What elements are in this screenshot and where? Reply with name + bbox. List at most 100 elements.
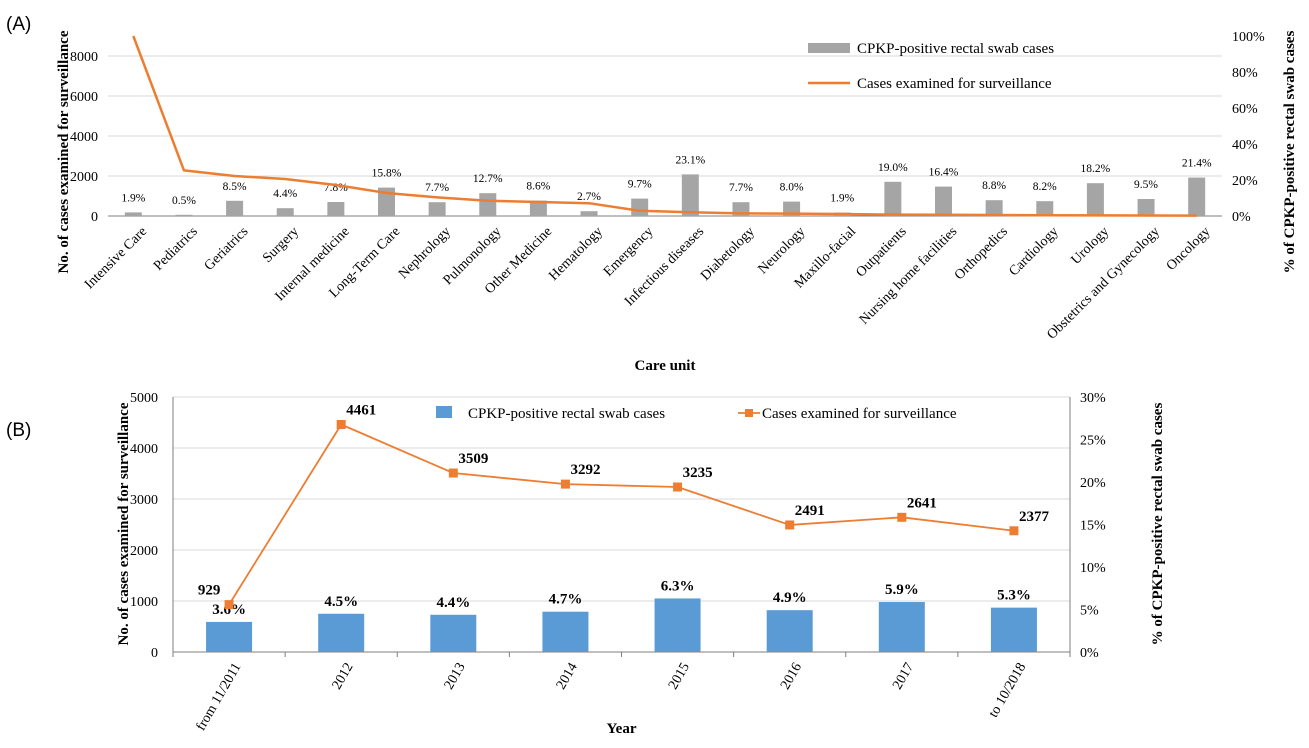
legend-swatch-bar [808,43,850,53]
y2-tick-label: 40% [1232,138,1258,153]
bar [318,613,365,652]
legend-swatch-marker [745,409,753,417]
series-line [228,423,1015,606]
bar [276,208,294,216]
line-point-marker [560,479,570,489]
bar-data-label: 8.8% [982,180,1006,192]
y-tick-label: 1000 [130,595,158,610]
bar-data-label: 8.5% [223,181,247,193]
y2-axis-title: % of CPKP-positive rectal swab cases [1282,31,1298,274]
x-category-label: Orthopedics [952,224,1011,283]
y-tick-label: 4000 [130,442,158,457]
x-category-label: Surgery [260,224,302,266]
x-category-label: 2013 [442,661,469,693]
y2-tick-label: 0% [1232,210,1251,225]
x-category-label: from 11/2011 [194,661,245,734]
bar-data-label: 8.0% [780,182,804,194]
bar-data-label: 4.7% [549,592,583,608]
y2-tick-label: 10% [1080,561,1106,576]
legend-label: CPKP-positive rectal swab cases [857,41,1054,57]
bar [430,614,477,652]
line-data-label: 3509 [458,451,488,467]
x-category-label: Cardiology [1006,224,1061,279]
y-tick-label: 8000 [70,50,98,65]
legend-label: Cases examined for surveillance [857,76,1052,92]
y-tick-label: 0 [91,210,98,225]
y2-tick-label: 20% [1080,476,1106,491]
x-axis-title: Year [607,721,637,737]
x-category-label: 2017 [890,661,917,693]
legend-label: CPKP-positive rectal swab cases [468,406,665,422]
y-tick-label: 2000 [70,170,98,185]
x-category-label: Geriatrics [202,224,252,274]
bar-data-label: 7.7% [425,182,449,194]
legend-swatch-bar [436,406,452,418]
y2-axis-title: % of CPKP-positive rectal swab cases [1150,403,1166,646]
bar [542,611,589,652]
bar-data-label: 7.7% [729,182,753,194]
y-tick-label: 5000 [130,391,158,406]
series-line [132,35,1197,217]
bar-data-label: 9.5% [1134,179,1158,191]
y2-tick-label: 20% [1232,174,1258,189]
bar-data-label: 0.5% [172,195,196,207]
bar-data-label: 23.1% [675,154,705,166]
bar-data-label: 4.5% [324,594,358,610]
y2-tick-label: 100% [1232,30,1265,45]
bar [935,186,952,216]
line-point-marker [897,512,907,522]
bar-data-label: 1.9% [121,192,145,204]
x-category-label: 2015 [666,661,693,693]
y-axis-title: No. of cases examined for surveillance [116,402,132,645]
x-category-label: Oncology [1164,224,1214,274]
bar-data-label: 2.7% [577,191,601,203]
bar-data-label: 8.6% [526,181,550,193]
bar-data-label: 16.4% [929,167,959,179]
x-category-label: Neurology [755,224,808,277]
bar [529,200,547,216]
bar [479,193,497,216]
bar-data-label: 4.4% [273,188,297,200]
panel-label-a: (A) [6,14,31,35]
bar-data-label: 12.7% [473,173,503,185]
bar [985,200,1003,216]
line-data-label: 2491 [795,503,825,519]
line-point-marker [224,600,234,610]
x-category-label: Hematology [546,224,606,284]
chart-panel-a: 0 2000 4000 6000 8000 0% 20% 40% 60% 80% 100% 1.9% 0… [56,30,1298,374]
bar [428,202,446,216]
y-tick-label: 3000 [130,493,158,508]
line-point-marker [448,468,458,478]
line-point-marker [336,419,346,429]
y2-tick-label: 0% [1080,646,1099,661]
x-category-label: Diabetology [698,224,758,284]
bar [878,602,925,652]
bar-data-label: 18.2% [1081,163,1111,175]
x-category-label: 2016 [778,661,805,693]
bar [175,214,193,216]
y-tick-label: 6000 [70,90,98,105]
y2-tick-label: 25% [1080,434,1106,449]
line-point-marker [1009,526,1019,536]
line-data-label: 929 [198,583,221,599]
bar [766,610,813,652]
bar [884,181,902,216]
line-data-label: 2641 [907,495,937,511]
bar [378,187,395,216]
y2-tick-label: 15% [1080,519,1106,534]
y2-tick-label: 30% [1080,391,1106,406]
bar [1137,199,1155,216]
bar [580,211,598,216]
bar-data-label: 1.9% [830,193,854,205]
bar-data-label: 6.3% [661,578,695,594]
bar [654,598,701,652]
bar-data-label: 19.0% [878,162,908,174]
bar-data-label: 9.7% [628,179,652,191]
bar-data-label: 15.8% [372,168,402,180]
x-category-label: Nursing home facilities [857,224,961,328]
y2-tick-label: 60% [1232,102,1258,117]
x-category-label: Intensive Care [82,224,150,292]
bar [1086,183,1104,216]
line-point-marker [785,520,795,530]
bar-data-label: 4.9% [773,590,807,606]
